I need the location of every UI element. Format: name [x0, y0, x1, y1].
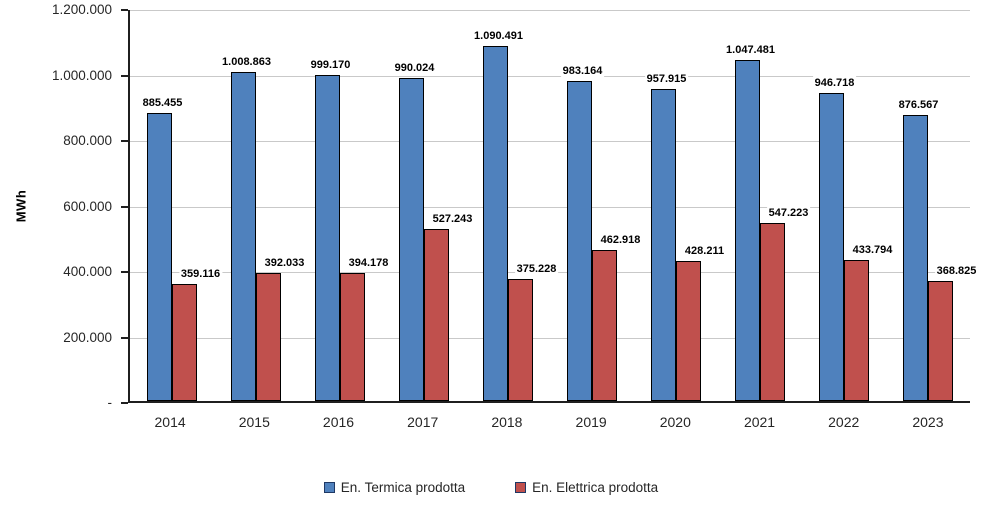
legend-swatch [323, 482, 335, 493]
y-tick-mark [121, 205, 128, 208]
bar-value-label: 1.090.491 [472, 28, 525, 43]
bar-group-2016: 999.170 394.178 [298, 10, 391, 401]
bar-group-2014: 885.455 359.116 [130, 10, 223, 401]
y-tick-mark [121, 74, 128, 77]
x-axis-label-2022: 2022 [828, 414, 860, 430]
bar-group-2022: 946.718 433.794 [802, 10, 895, 401]
x-axis-label-2019: 2019 [575, 414, 607, 430]
elettrica-bar-2018: 375.228 [508, 261, 559, 401]
elettrica-bar-2017: 527.243 [424, 212, 475, 401]
bar-value-label: 983.164 [560, 63, 605, 78]
bar-value-label: 990.024 [392, 61, 437, 76]
bar-value-label: 946.718 [812, 75, 857, 90]
termica-bar-2021: 1.047.481 [724, 42, 777, 401]
legend-swatch [515, 482, 527, 493]
legend: En. Termica prodotta En. Elettrica prodot… [0, 480, 982, 495]
bar-value-label: 1.008.863 [220, 55, 273, 70]
y-tick-mark [121, 336, 128, 339]
x-axis-label-2014: 2014 [154, 414, 186, 430]
legend-item-elettrica: En. Elettrica prodotta [515, 480, 658, 495]
bar-value-label: 885.455 [140, 95, 185, 110]
y-axis: 1.200.000 1.000.000 800.000 600.000 400.000 2… [0, 0, 128, 420]
termica-bar-2018: 1.090.491 [472, 28, 525, 401]
bar-group-2018: 1.090.491 375.228 [466, 10, 559, 401]
termica-bar-2019: 983.164 [560, 63, 605, 401]
bar-group-2015: 1.008.863 392.033 [214, 10, 307, 401]
y-tick-mark [121, 140, 128, 142]
bar-value-label: 368.825 [934, 263, 979, 278]
termica-bar-2015: 1.008.863 [220, 55, 273, 401]
termica-bar-2014: 885.455 [140, 95, 185, 401]
plot-area: 885.455 359.116 1.008.863 392.033 999.170 394… [128, 10, 979, 403]
bar-group-2020: 957.915 428.211 [634, 10, 727, 401]
elettrica-bar-2023: 368.825 [928, 263, 979, 401]
elettrica-bar-2020: 428.211 [676, 244, 727, 401]
bar-group-2023: 876.567 368.825 [886, 10, 979, 401]
bar-value-label: 375.228 [514, 261, 559, 276]
termica-bar-2017: 990.024 [392, 61, 437, 401]
termica-bar-2020: 957.915 [644, 71, 689, 401]
gridline [130, 75, 970, 77]
bar-value-label: 1.047.481 [724, 42, 777, 57]
y-tick-label: 800.000 [63, 133, 112, 148]
elettrica-bar-2022: 433.794 [844, 242, 895, 401]
bar-value-label: 392.033 [262, 256, 307, 271]
bar-group-2019: 983.164 462.918 [550, 10, 643, 401]
y-tick-label: - [107, 395, 113, 410]
y-tick-mark [121, 271, 128, 273]
elettrica-bar-2015: 392.033 [256, 256, 307, 401]
gridline [130, 337, 970, 339]
x-axis-label-2023: 2023 [912, 414, 944, 430]
x-axis-label-2015: 2015 [238, 414, 270, 430]
bar-value-label: 428.211 [682, 244, 727, 259]
legend-label: En. Termica prodotta [340, 480, 466, 495]
y-tick-label: 600.000 [63, 198, 112, 214]
elettrica-bar-2019: 462.918 [592, 233, 643, 401]
y-tick-label: 1.200.000 [51, 2, 112, 17]
x-axis-label-2020: 2020 [659, 414, 691, 430]
termica-bar-2016: 999.170 [308, 58, 353, 401]
bar-value-label: 527.243 [430, 212, 475, 227]
bar-value-label: 433.794 [850, 242, 895, 257]
x-axis-label-2021: 2021 [743, 414, 776, 430]
y-tick-mark [121, 402, 128, 404]
bar-value-label: 394.178 [346, 255, 391, 270]
bar-group-2017: 990.024 527.243 [382, 10, 475, 401]
elettrica-bar-2021: 547.223 [760, 205, 811, 401]
bar-value-label: 462.918 [598, 233, 643, 248]
gridline [130, 206, 970, 208]
x-axis-label-2016: 2016 [322, 414, 355, 430]
y-tick-label: 200.000 [63, 329, 112, 345]
bar-value-label: 876.567 [896, 98, 941, 113]
x-axis-label-2017: 2017 [407, 414, 439, 430]
bar-value-label: 547.223 [766, 205, 811, 220]
y-tick-label: 400.000 [63, 264, 112, 279]
y-tick-label: 1.000.000 [51, 67, 112, 83]
termica-bar-2022: 946.718 [812, 75, 857, 401]
bar-group-2021: 1.047.481 547.223 [718, 10, 811, 401]
x-axis-label-2018: 2018 [491, 414, 523, 430]
termica-bar-2023: 876.567 [896, 98, 941, 401]
gridline [130, 10, 970, 11]
elettrica-bar-2014: 359.116 [172, 267, 223, 401]
bar-value-label: 957.915 [644, 71, 689, 86]
legend-label: En. Elettrica prodotta [532, 480, 659, 495]
gridline [130, 141, 970, 142]
bar-value-label: 999.170 [308, 58, 353, 73]
elettrica-bar-2016: 394.178 [340, 255, 391, 401]
legend-item-termica: En. Termica prodotta [323, 480, 466, 495]
bar-value-label: 359.116 [178, 267, 223, 281]
y-tick-mark [121, 9, 128, 11]
x-axis: 2014 2015 2016 2017 2018 2019 2020 2021 2022 2023 [128, 412, 970, 432]
